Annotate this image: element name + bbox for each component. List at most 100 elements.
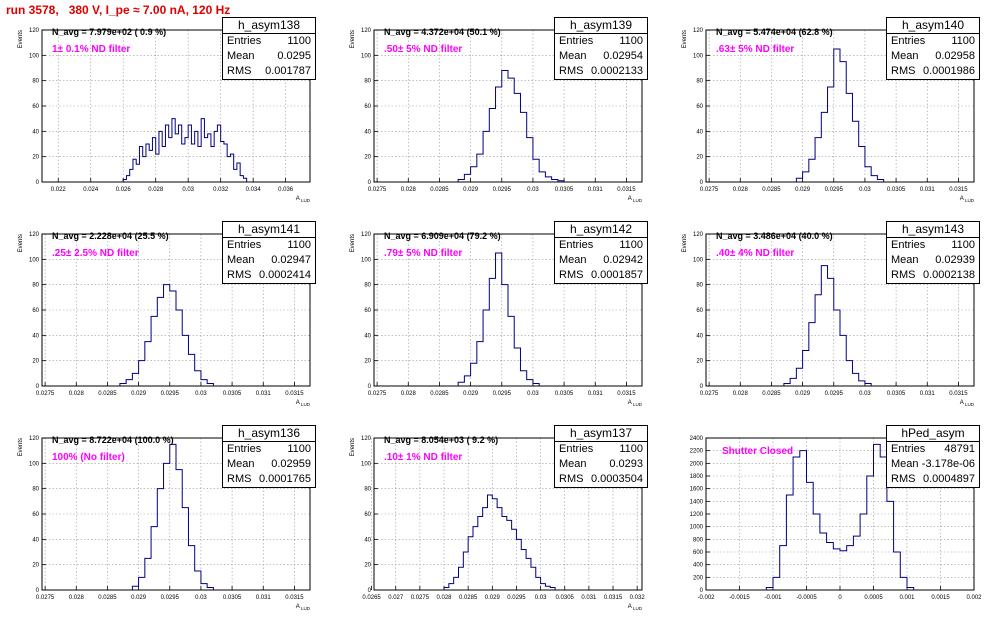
histogram-bar [473,527,478,590]
histogram-bar [809,159,815,182]
histogram-bar [820,533,827,590]
x-tick-label: 0.031 [588,391,604,397]
x-tick-label: 0.029 [795,391,811,397]
histogram-outline [783,265,872,386]
y-tick-label: 100 [361,461,372,467]
histogram-bar [531,567,536,590]
filter-label: .25± 2.5% ND filter [52,248,139,259]
stat-value-entries: 1100 [287,35,311,47]
stat-value-rms: 0.0002138 [923,269,975,281]
histogram-bar [502,517,507,590]
y-tick-label: 100 [361,53,372,59]
stat-box: h_asym138 Entries 1100 Mean 0.0295 RMS 0.00178… [222,17,316,80]
filter-label: Shutter Closed [722,446,794,457]
histogram-bar [846,93,852,182]
stat-label: Mean [891,254,919,266]
y-tick-label: 80 [32,283,39,289]
x-tick-label: 0.03 [195,595,207,601]
stat-row-entries: Entries 1100 [555,34,647,49]
stat-label: Mean [891,458,919,470]
histogram-outline [765,443,915,590]
histogram-bar [195,371,201,386]
x-tick-label: 0.03 [859,187,871,193]
histogram-plot: 0.0275 0.028 0.0285 0.029 0.0295 0.03 0.0305 0.… [18,232,311,407]
stat-value-mean: 0.02954 [603,50,643,62]
x-tick-label: 0.028 [437,595,453,601]
histogram-bar [834,310,840,386]
stat-value-mean: 0.02947 [271,254,311,266]
x-tick-label: 0.0285 [98,391,117,397]
histogram-bar [512,529,517,590]
stat-value-mean: 0.0295 [277,50,311,62]
stat-label: Entries [559,35,594,47]
histogram-bar [496,87,502,182]
stat-label: RMS [227,269,252,281]
y-tick-label: 120 [29,232,40,238]
histogram-bar [136,164,139,182]
stat-box-title: h_asym142 [555,222,647,238]
stat-row-rms: RMS 0.001787 [223,64,315,79]
stat-row-entries: Entries 1100 [223,442,315,457]
x-tick-label: 0.031 [588,187,604,193]
stat-box-title: h_asym143 [887,222,979,238]
histogram-bar [545,586,550,590]
y-tick-label: 20 [364,359,371,365]
histogram-bar [496,253,502,386]
histogram-bar [157,297,163,386]
histogram-bar [198,147,201,182]
y-tick-label: 600 [693,550,704,556]
y-tick-label: 60 [32,512,39,518]
histogram-bar [796,178,802,182]
n-avg-label: N_avg = 7.979e+02 ( 0.9 %) [52,27,167,37]
stat-row-rms: RMS 0.0001857 [555,268,647,283]
stat-value-mean: 0.0293 [609,458,643,470]
histogram-bar [847,546,854,590]
x-tick-label: 0.0295 [507,595,526,601]
x-tick-label: 0.028 [69,391,85,397]
stat-label: Mean [227,50,255,62]
y-tick-label: 120 [361,28,372,34]
stat-label: Mean [891,50,919,62]
histogram-bar [853,536,860,590]
n-avg-label: N_avg = 8.722e+04 (100.0 %) [52,435,174,445]
histogram-bar [188,354,194,386]
x-axis-title: A LUD [628,196,643,203]
histogram-bar [221,141,224,182]
y-tick-label: 1800 [690,474,704,480]
stat-row-rms: RMS 0.0002133 [555,64,647,79]
stat-label: RMS [227,473,252,485]
x-axis-title: A LUD [960,196,975,203]
y-tick-label: 0 [36,180,40,186]
y-tick-label: 80 [32,487,39,493]
stat-value-entries: 1100 [951,35,975,47]
histogram-bar [536,577,541,590]
x-tick-label: 0.0005 [864,595,883,601]
histogram-bar [132,586,138,590]
x-tick-label: 0.0275 [368,187,387,193]
stat-row-mean: Mean 0.02942 [555,253,647,268]
x-tick-label: 0.024 [83,187,99,193]
x-axis-title: A LUD [296,196,311,203]
stat-value-mean: 0.02939 [935,254,975,266]
y-tick-label: 2000 [690,461,704,467]
histogram-bar [176,470,182,590]
histogram-bar [796,368,802,386]
y-tick-label: 0 [700,588,704,594]
x-tick-label: 0.029 [485,595,501,601]
stat-row-mean: Mean 0.0295 [223,49,315,64]
y-tick-label: 40 [32,537,39,543]
histogram-bar [477,342,483,386]
stat-value-rms: 0.0004897 [923,473,975,485]
x-tick-label: 0.0315 [949,187,968,193]
histogram-outline [795,48,885,182]
histogram-plot: 0.022 0.024 0.026 0.028 0.03 0.032 0.034 0.036 0… [18,28,311,203]
histogram-bar [803,351,809,386]
x-tick-label: 0.028 [733,391,749,397]
histogram-bar [786,495,793,590]
x-tick-label: -0.0015 [729,595,750,601]
stat-label: Mean [559,50,587,62]
stat-value-mean: 0.02942 [603,254,643,266]
stat-value-rms: 0.0002414 [259,269,311,281]
x-tick-label: 0.0295 [493,391,512,397]
n-avg-label: N_avg = 3.486e+04 (40.0 %) [716,231,833,241]
